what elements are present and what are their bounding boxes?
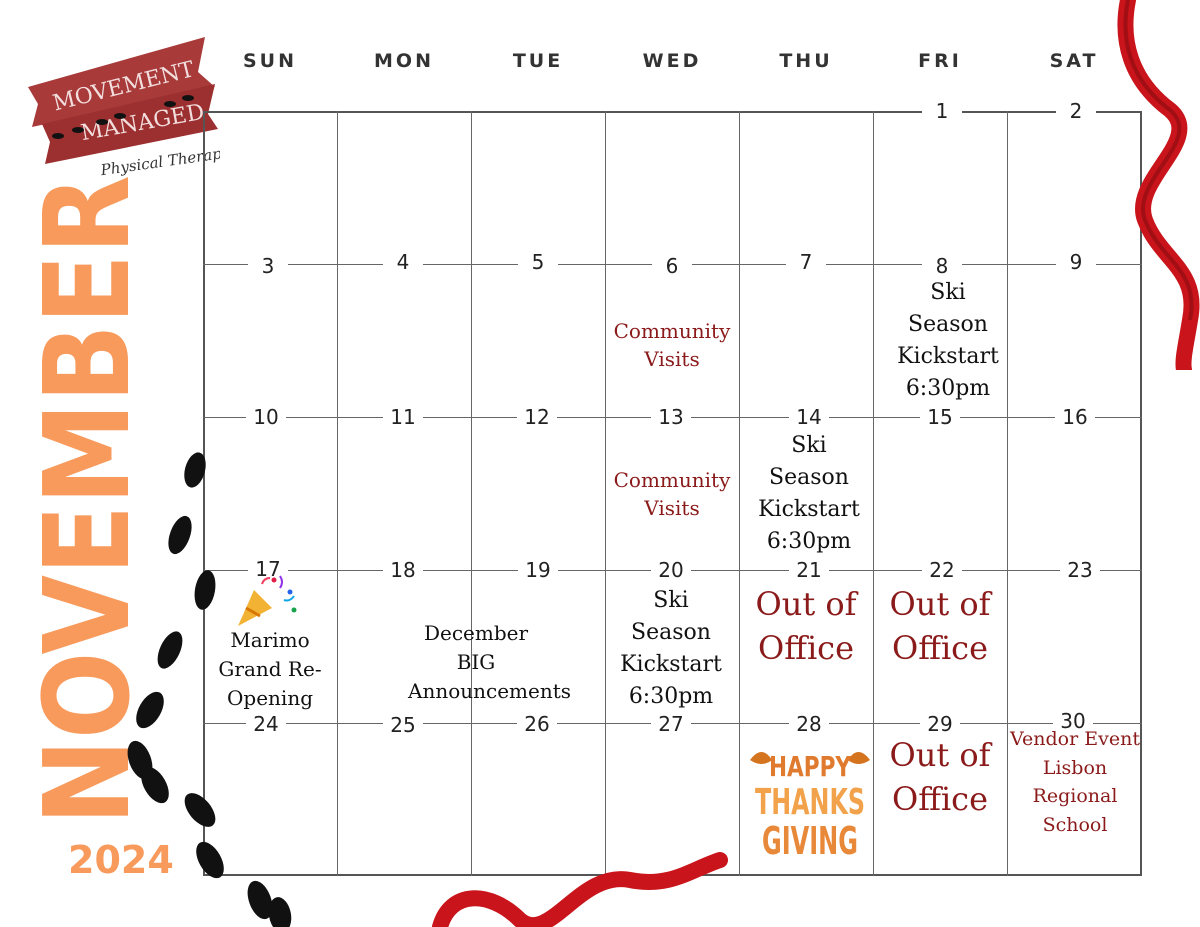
date-16[interactable]: 16 <box>1055 405 1095 429</box>
event-community-visits[interactable]: Community Visits <box>613 468 731 520</box>
event-ski-season-kickstart[interactable]: Ski Season Kickstart 6:30pm <box>758 433 860 554</box>
event-out-of-office[interactable]: Out of Office <box>889 585 991 667</box>
date-22[interactable]: 22 <box>922 558 962 582</box>
party-popper-icon <box>238 575 297 626</box>
thanksgiving-line3: GIVING <box>762 819 858 863</box>
event-december-announcements[interactable]: December BIG Announcements <box>408 621 572 703</box>
month-title: NOVEMBER <box>18 175 156 825</box>
event-community-visits[interactable]: Community Visits <box>613 319 731 371</box>
date-18[interactable]: 18 <box>383 558 423 582</box>
thanksgiving-graphic: HAPPY THANKS GIVING <box>750 750 870 863</box>
date-3[interactable]: 3 <box>248 254 288 278</box>
event-ski-season-kickstart[interactable]: Ski Season Kickstart 6:30pm <box>897 280 999 401</box>
date-7[interactable]: 7 <box>786 250 826 274</box>
date-6[interactable]: 6 <box>652 254 692 278</box>
dayname-fri: FRI <box>918 50 962 72</box>
date-9[interactable]: 9 <box>1056 250 1096 274</box>
date-14[interactable]: 14 <box>789 405 829 429</box>
dayname-thu: THU <box>779 50 833 72</box>
grid-divider <box>739 111 740 876</box>
date-1[interactable]: 1 <box>922 99 962 123</box>
year-label: 2024 <box>68 838 174 882</box>
date-20[interactable]: 20 <box>651 558 691 582</box>
date-5[interactable]: 5 <box>518 250 558 274</box>
date-4[interactable]: 4 <box>383 250 423 274</box>
thanksgiving-line1: HAPPY <box>769 750 852 783</box>
date-24[interactable]: 24 <box>246 712 286 736</box>
grid-divider <box>873 111 874 876</box>
event-vendor[interactable]: Vendor Event Lisbon Regional School <box>1010 728 1140 836</box>
event-out-of-office[interactable]: Out of Office <box>889 736 991 818</box>
grid-divider <box>337 111 338 876</box>
date-12[interactable]: 12 <box>517 405 557 429</box>
event-ski-season-kickstart[interactable]: Ski Season Kickstart 6:30pm <box>620 588 722 709</box>
brand-logo: MOVEMENT MANAGED Physical Therapy <box>28 37 220 177</box>
date-23[interactable]: 23 <box>1060 558 1100 582</box>
event-marimo-reopening[interactable]: Marimo Grand Re-Opening <box>218 628 322 710</box>
ribbon-icon <box>432 852 728 927</box>
date-13[interactable]: 13 <box>651 405 691 429</box>
date-29[interactable]: 29 <box>920 712 960 736</box>
dayname-tue: TUE <box>512 50 564 72</box>
date-28[interactable]: 28 <box>789 712 829 736</box>
date-27[interactable]: 27 <box>651 712 691 736</box>
date-19[interactable]: 19 <box>518 558 558 582</box>
date-30[interactable]: 30 <box>1053 709 1093 733</box>
date-8[interactable]: 8 <box>922 254 962 278</box>
dayname-mon: MON <box>374 50 434 72</box>
grid-divider <box>605 111 606 876</box>
dayname-sun: SUN <box>242 50 297 72</box>
date-15[interactable]: 15 <box>920 405 960 429</box>
date-25[interactable]: 25 <box>383 713 423 737</box>
date-10[interactable]: 10 <box>246 405 286 429</box>
date-17[interactable]: 17 <box>248 557 288 581</box>
date-21[interactable]: 21 <box>789 558 829 582</box>
date-2[interactable]: 2 <box>1056 99 1096 123</box>
footprints-icon <box>127 452 292 927</box>
event-out-of-office[interactable]: Out of Office <box>755 585 857 667</box>
date-26[interactable]: 26 <box>517 712 557 736</box>
dayname-wed: WED <box>642 50 702 72</box>
month-text: NOVEMBER <box>18 175 156 825</box>
ribbon-icon <box>1117 0 1200 370</box>
thanksgiving-line2: THANKS <box>755 782 865 823</box>
grid-divider <box>471 111 472 876</box>
grid-divider <box>1007 111 1008 876</box>
date-11[interactable]: 11 <box>383 405 423 429</box>
dayname-sat: SAT <box>1049 50 1099 72</box>
